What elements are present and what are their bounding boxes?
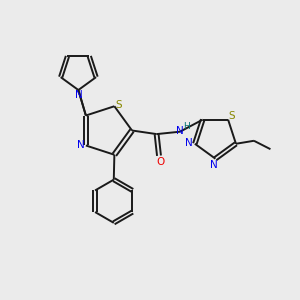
Text: N: N xyxy=(210,160,218,170)
Text: N: N xyxy=(185,138,193,148)
Text: N: N xyxy=(75,90,83,100)
Text: O: O xyxy=(156,157,165,167)
Text: S: S xyxy=(115,100,122,110)
Text: S: S xyxy=(228,111,235,121)
Text: H: H xyxy=(183,122,190,131)
Text: N: N xyxy=(76,140,84,150)
Text: N: N xyxy=(176,126,184,136)
